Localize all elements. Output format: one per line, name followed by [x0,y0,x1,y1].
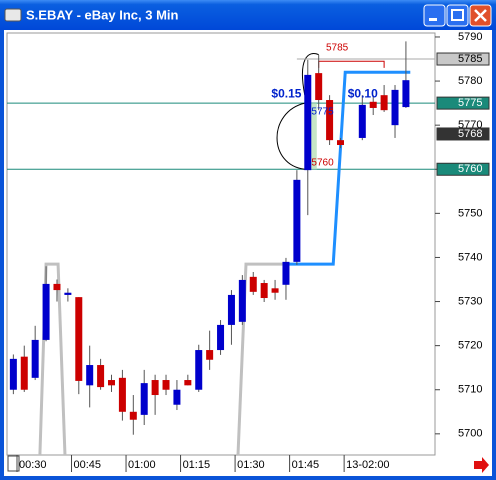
y-tick-label: 5780 [458,75,482,87]
annotation: $0.15 [271,86,301,100]
range-arc [301,53,319,96]
price-marker-label: 5760 [458,163,482,175]
candle-body [140,383,148,415]
annotation: 5760 [311,157,334,168]
y-tick-label: 5700 [458,428,482,440]
scroll-box[interactable] [7,455,20,472]
price-marker [436,162,490,176]
candle-body [282,261,290,285]
x-tick-label: 01:30 [237,459,265,471]
candle-body [129,411,137,420]
candle-body [260,283,268,299]
annotation: 5775 [311,107,334,118]
plot: $0.15 $0.10 5785 5775 5760 [7,41,435,456]
candle-body [97,365,105,388]
y-tick-label: 5730 [458,295,482,307]
candle-body [315,73,323,101]
candle-body [42,283,50,340]
annotation: $0.10 [348,86,378,100]
candle-body [206,350,214,360]
x-tick-label: 00:30 [19,459,47,471]
y-tick-label: 5750 [458,207,482,219]
candle-body [304,74,312,171]
price-marker [436,127,490,141]
y-tick-label: 5790 [458,31,482,43]
candle-body [358,104,366,138]
candle-body [9,358,17,390]
window-title: S.EBAY - eBay Inc, 3 Min [26,7,179,22]
price-marker-label: 5775 [458,97,482,109]
candle-body [20,356,28,390]
price-marker [436,96,490,110]
y-tick-label: 5720 [458,340,482,352]
candle-body [227,294,235,325]
title-bar [0,0,496,30]
candle-body [162,380,170,390]
candle-body [53,283,61,291]
candle-body [369,101,377,108]
candle-body [336,140,344,146]
candle-body [75,297,83,381]
candle-body [380,95,388,111]
x-tick-label: 13-02:00 [346,459,389,471]
annotation: 5785 [326,43,349,54]
x-tick-label: 00:45 [74,459,102,471]
indicator-line [38,262,286,456]
candle-body [249,276,257,292]
candle-body [151,380,159,396]
candle-body [195,350,203,390]
candle-body [118,377,126,412]
x-tick-label: 01:00 [128,459,156,471]
candle-body [64,292,72,295]
maximize-button[interactable] [446,4,469,27]
x-tick-label: 01:15 [183,459,211,471]
y-tick-label: 5740 [458,251,482,263]
candle-body [326,100,334,141]
candle-body [402,80,410,108]
candle-body [271,288,279,293]
y-tick-label: 5710 [458,384,482,396]
candle-body [173,389,181,405]
candle-body [184,380,192,386]
indicator-line [285,70,411,266]
candle-body [86,365,94,386]
price-marker-label: 5768 [458,128,482,140]
price-marker [436,52,490,66]
close-button[interactable] [469,4,492,27]
candle-body [108,380,116,386]
candle-body [391,89,399,126]
app-icon [4,8,22,22]
range-arc [276,102,305,170]
price-marker-label: 5785 [458,53,482,65]
x-tick-label: 01:45 [292,459,320,471]
scroll-arrow[interactable] [474,457,489,473]
candle-body [217,324,225,351]
candle-body [31,339,39,378]
candle-body [293,179,301,262]
minimize-button[interactable] [423,4,446,27]
candle-body [238,279,246,322]
